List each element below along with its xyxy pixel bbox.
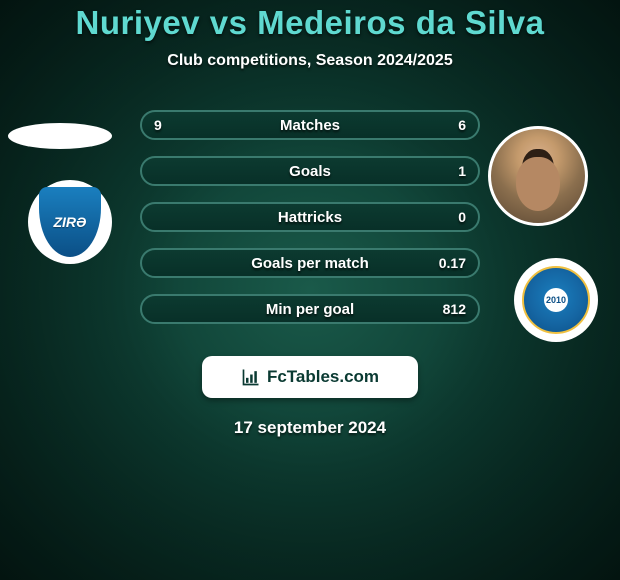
stat-right-value: 0 (458, 209, 466, 225)
club-right-badge: 2010 (514, 258, 598, 342)
brand-text: FcTables.com (267, 367, 379, 387)
stat-right-value: 1 (458, 163, 466, 179)
brand-box: FcTables.com (202, 356, 418, 398)
stat-label: Goals per match (251, 255, 369, 272)
chart-icon (241, 367, 261, 387)
date-text: 17 september 2024 (0, 418, 620, 438)
stat-row: Min per goal 812 (140, 294, 480, 324)
stats-list: 9 Matches 6 Goals 1 Hattricks 0 Goals pe… (140, 110, 480, 324)
page-title: Nuriyev vs Medeiros da Silva (0, 4, 620, 42)
stat-row: Goals per match 0.17 (140, 248, 480, 278)
player-left-avatar (8, 123, 112, 149)
stat-left-value: 9 (154, 117, 162, 133)
club-left-badge: ZIRƏ (28, 180, 112, 264)
stat-label: Goals (289, 163, 331, 180)
club-right-text: 2010 (546, 295, 566, 305)
club-left-text: ZIRƏ (53, 214, 86, 230)
stat-label: Min per goal (266, 301, 354, 318)
player-right-avatar (488, 126, 588, 226)
stat-right-value: 0.17 (439, 255, 466, 271)
stat-row: 9 Matches 6 (140, 110, 480, 140)
stat-label: Hattricks (278, 209, 342, 226)
stat-row: Goals 1 (140, 156, 480, 186)
stat-right-value: 6 (458, 117, 466, 133)
stat-label: Matches (280, 117, 340, 134)
stat-row: Hattricks 0 (140, 202, 480, 232)
stat-right-value: 812 (443, 301, 466, 317)
subtitle: Club competitions, Season 2024/2025 (0, 52, 620, 70)
